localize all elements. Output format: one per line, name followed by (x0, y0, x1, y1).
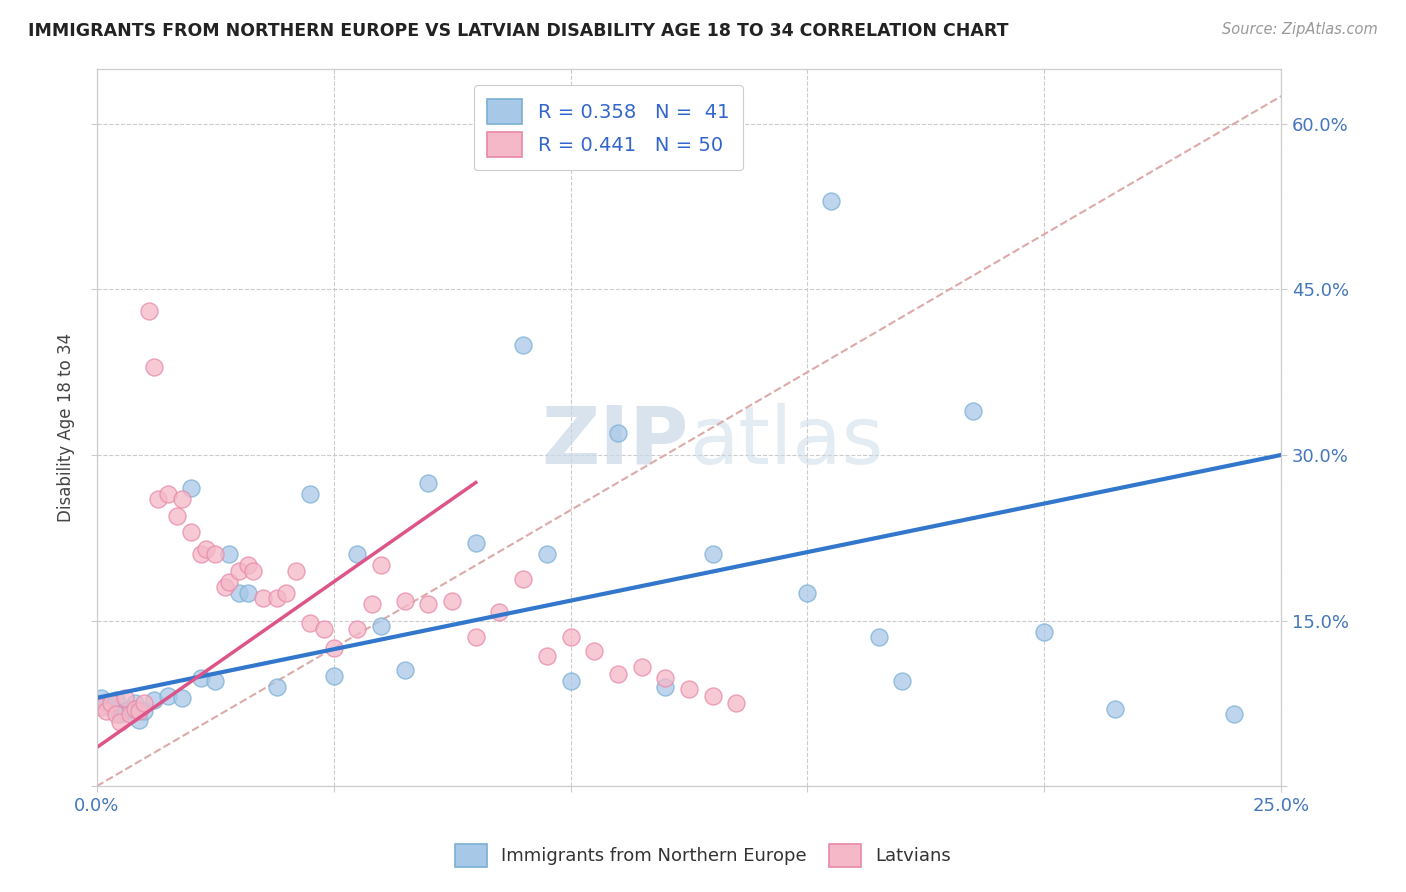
Y-axis label: Disability Age 18 to 34: Disability Age 18 to 34 (58, 333, 75, 522)
Point (156, 486, 179, 500)
Point (90, 699, 112, 714)
Point (228, 586, 250, 600)
Point (276, 586, 298, 600)
Point (606, 666, 628, 681)
Point (128, 704, 150, 718)
Point (142, 359, 165, 374)
Point (962, 404, 984, 418)
Point (266, 591, 288, 606)
Point (702, 547, 724, 561)
Point (370, 619, 392, 633)
Point (725, 696, 748, 710)
Point (891, 674, 914, 689)
Point (242, 564, 264, 578)
Point (204, 674, 226, 689)
Point (394, 663, 416, 677)
Point (796, 586, 818, 600)
Point (190, 671, 212, 685)
Point (654, 671, 676, 685)
Point (314, 623, 336, 637)
Point (138, 304, 160, 318)
Point (252, 591, 274, 606)
Point (678, 681, 700, 696)
Point (114, 690, 136, 705)
Point (118, 702, 141, 716)
Point (90, 690, 112, 705)
Point (868, 630, 890, 644)
Text: Source: ZipAtlas.com: Source: ZipAtlas.com (1222, 22, 1378, 37)
Point (394, 593, 416, 607)
Point (194, 541, 217, 556)
Point (583, 644, 606, 658)
Point (298, 486, 321, 500)
Point (110, 715, 132, 730)
Point (488, 605, 510, 619)
Point (96, 696, 118, 710)
Point (820, 194, 842, 208)
Point (110, 707, 132, 722)
Point (441, 593, 464, 607)
Point (166, 508, 188, 523)
Point (124, 696, 146, 710)
Point (218, 547, 240, 561)
Legend: Immigrants from Northern Europe, Latvians: Immigrants from Northern Europe, Latvian… (447, 837, 959, 874)
Point (190, 547, 212, 561)
Text: IMMIGRANTS FROM NORTHERN EUROPE VS LATVIAN DISABILITY AGE 18 TO 34 CORRELATION C: IMMIGRANTS FROM NORTHERN EUROPE VS LATVI… (28, 22, 1008, 40)
Point (114, 704, 136, 718)
Text: atlas: atlas (689, 402, 883, 481)
Point (228, 564, 250, 578)
Point (298, 615, 321, 630)
Point (170, 492, 193, 507)
Point (148, 492, 170, 507)
Point (560, 630, 582, 644)
Point (180, 481, 202, 495)
Point (536, 648, 558, 663)
Point (100, 696, 122, 710)
Point (346, 547, 368, 561)
Point (238, 586, 260, 600)
Point (322, 669, 344, 683)
Point (360, 597, 382, 611)
Point (418, 475, 440, 490)
Point (156, 689, 179, 703)
Point (654, 680, 676, 694)
Point (1223, 707, 1246, 722)
Point (104, 693, 127, 707)
Point (118, 707, 141, 722)
Point (142, 693, 165, 707)
Legend: R = 0.358   N =  41, R = 0.441   N = 50: R = 0.358 N = 41, R = 0.441 N = 50 (474, 86, 742, 170)
Point (214, 581, 236, 595)
Point (132, 704, 155, 718)
Point (606, 425, 628, 440)
Point (284, 564, 307, 578)
Point (204, 547, 226, 561)
Point (1033, 624, 1056, 639)
Point (560, 674, 582, 689)
Point (128, 713, 150, 727)
Point (464, 630, 486, 644)
Point (702, 689, 724, 703)
Point (170, 690, 193, 705)
Point (512, 337, 534, 351)
Point (218, 574, 240, 589)
Point (418, 597, 440, 611)
Text: ZIP: ZIP (541, 402, 689, 481)
Point (536, 547, 558, 561)
Point (346, 623, 368, 637)
Point (124, 702, 146, 716)
Point (100, 699, 122, 714)
Point (180, 525, 202, 540)
Point (238, 558, 260, 573)
Point (370, 558, 392, 573)
Point (1104, 702, 1126, 716)
Point (132, 696, 155, 710)
Point (630, 660, 652, 674)
Point (266, 680, 288, 694)
Point (464, 536, 486, 550)
Point (104, 707, 127, 722)
Point (512, 572, 534, 586)
Point (322, 641, 344, 656)
Point (96, 704, 118, 718)
